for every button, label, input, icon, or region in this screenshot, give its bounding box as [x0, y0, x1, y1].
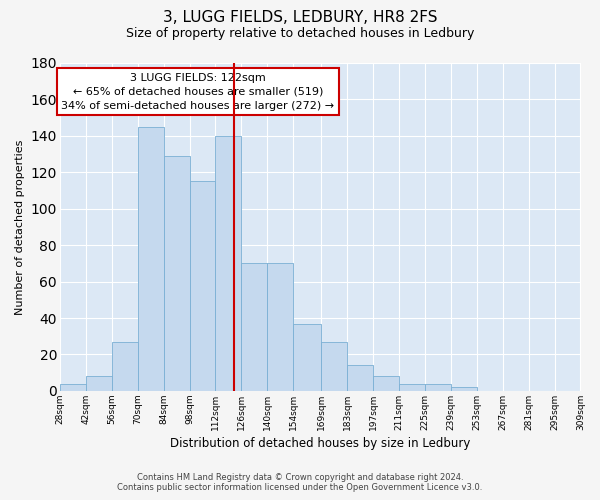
Y-axis label: Number of detached properties: Number of detached properties: [15, 140, 25, 314]
Bar: [112, 342, 137, 391]
Text: 3 LUGG FIELDS: 122sqm
← 65% of detached houses are smaller (519)
34% of semi-det: 3 LUGG FIELDS: 122sqm ← 65% of detached …: [61, 73, 334, 111]
Bar: [86, 376, 112, 391]
Text: 3, LUGG FIELDS, LEDBURY, HR8 2FS: 3, LUGG FIELDS, LEDBURY, HR8 2FS: [163, 10, 437, 25]
Bar: [321, 342, 347, 391]
Bar: [268, 264, 293, 391]
Bar: [60, 384, 86, 391]
Bar: [164, 156, 190, 391]
Text: Size of property relative to detached houses in Ledbury: Size of property relative to detached ho…: [126, 28, 474, 40]
Bar: [215, 136, 241, 391]
Bar: [241, 264, 268, 391]
Text: Contains HM Land Registry data © Crown copyright and database right 2024.
Contai: Contains HM Land Registry data © Crown c…: [118, 473, 482, 492]
Bar: [451, 388, 477, 391]
Bar: [190, 182, 215, 391]
Bar: [137, 127, 164, 391]
Bar: [373, 376, 399, 391]
Bar: [399, 384, 425, 391]
Bar: [347, 366, 373, 391]
X-axis label: Distribution of detached houses by size in Ledbury: Distribution of detached houses by size …: [170, 437, 470, 450]
Bar: [293, 324, 321, 391]
Bar: [425, 384, 451, 391]
